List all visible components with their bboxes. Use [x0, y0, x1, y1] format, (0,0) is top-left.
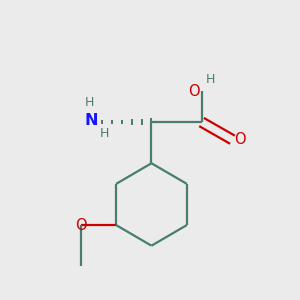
Text: O: O — [188, 84, 200, 99]
Text: H: H — [100, 127, 109, 140]
Text: N: N — [84, 113, 98, 128]
Text: H: H — [85, 96, 94, 110]
Text: H: H — [206, 73, 215, 86]
Text: O: O — [75, 218, 87, 232]
Text: O: O — [234, 132, 246, 147]
